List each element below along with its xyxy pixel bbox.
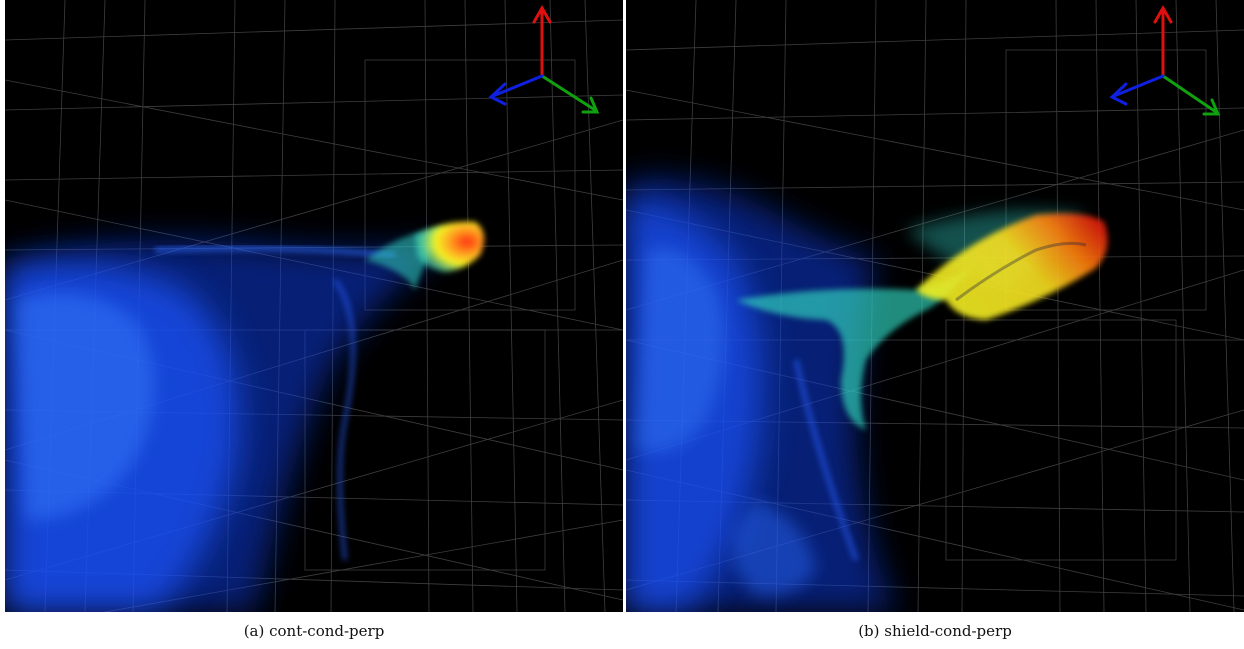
blue-plume bbox=[626, 178, 896, 612]
hot-head bbox=[415, 221, 484, 272]
panel-b-volume-render bbox=[626, 0, 1244, 612]
panel-a-volume-render bbox=[5, 0, 623, 612]
panel-a-render bbox=[5, 0, 623, 612]
axis-triad bbox=[488, 4, 600, 114]
caption-b: (b) shield-cond-perp bbox=[858, 622, 1012, 640]
caption-a: (a) cont-cond-perp bbox=[243, 622, 385, 640]
panel-b-render bbox=[626, 0, 1244, 612]
axis-triad bbox=[1109, 4, 1221, 116]
blue-plume bbox=[5, 240, 445, 612]
hot-head bbox=[916, 213, 1108, 320]
